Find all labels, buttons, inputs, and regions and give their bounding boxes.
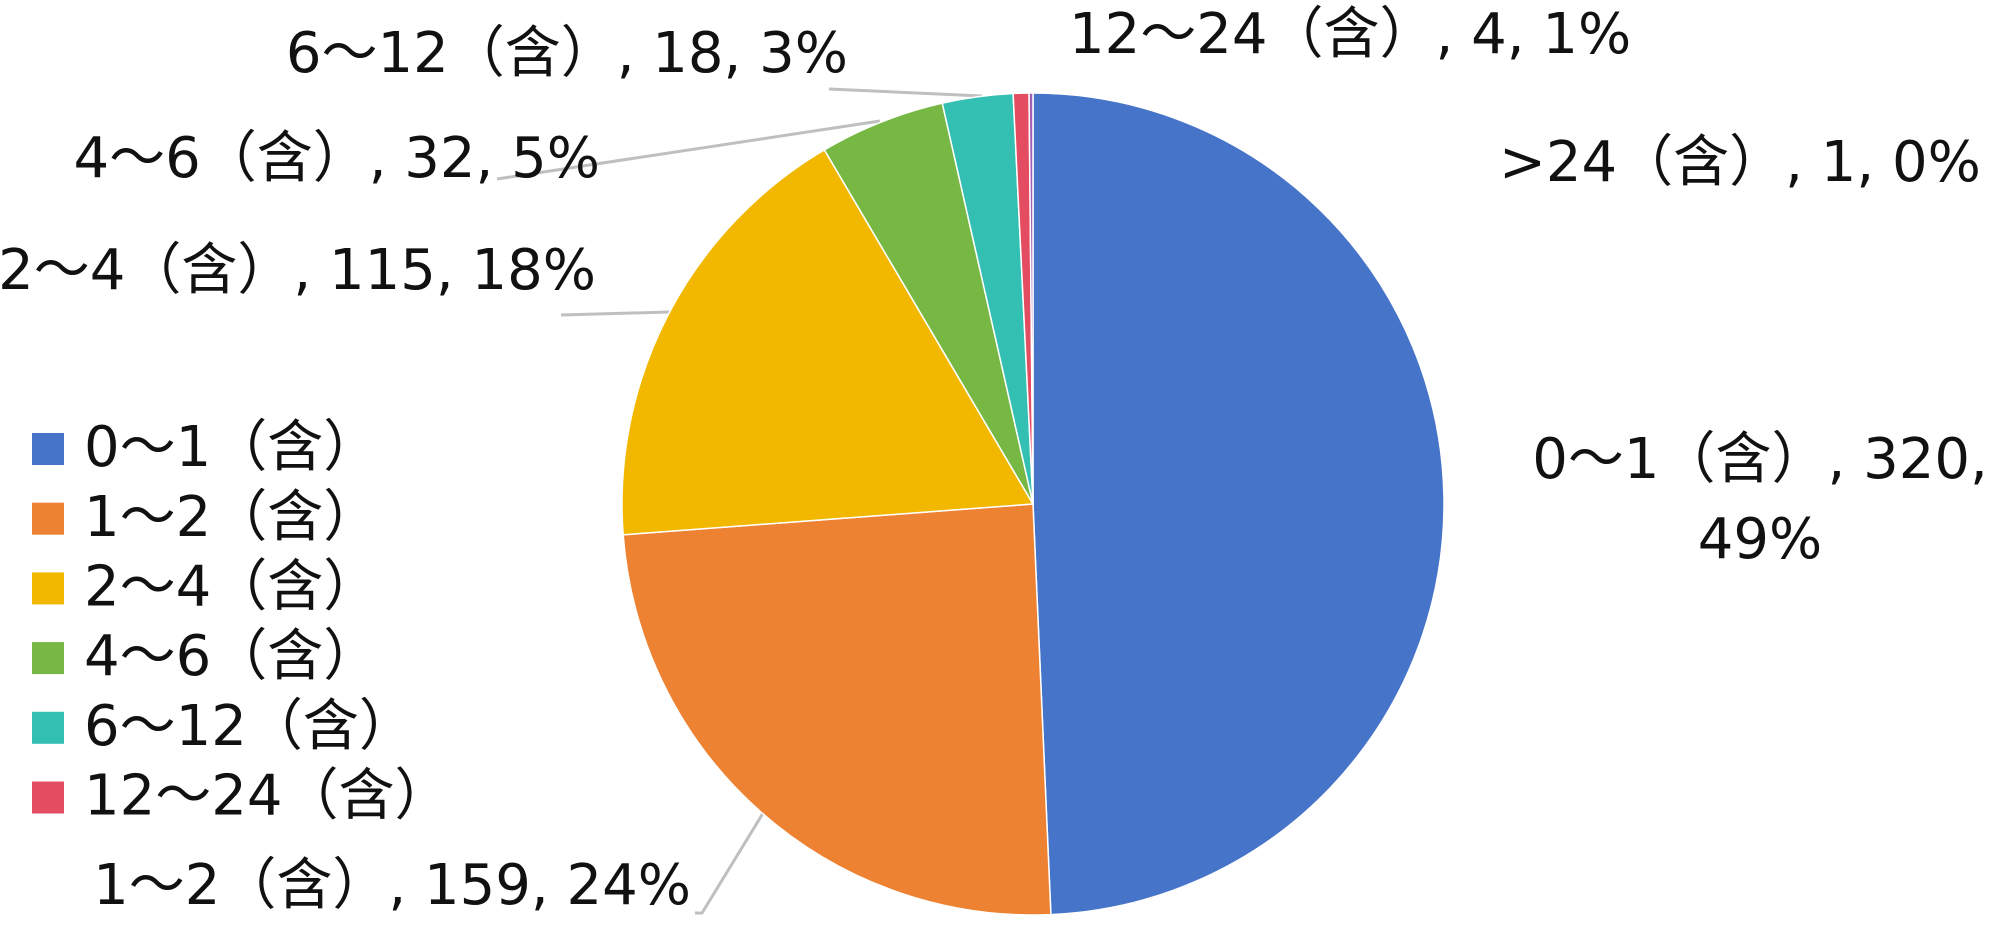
legend-swatch (32, 642, 64, 675)
pie-slice (1032, 92, 1445, 916)
data-label: 6～12（含）, 18, 3% (286, 21, 848, 86)
legend-label: 0～1（含） (84, 415, 379, 480)
legend-label: 6～12（含） (84, 694, 415, 759)
data-label: 2～4（含）, 115, 18% (0, 238, 596, 303)
legend-label: 12～24（含） (84, 764, 451, 829)
leader-line (828, 87, 983, 98)
legend-swatch (32, 711, 64, 744)
pie-slice (1028, 92, 1034, 505)
legend-swatch (32, 502, 64, 535)
data-label: 0～1（含）, 320, 49% (1532, 427, 1988, 572)
legend-swatch (32, 572, 64, 605)
pie-slice (621, 148, 1035, 536)
leader-line (496, 119, 881, 181)
legend-label: 4～6（含） (84, 624, 379, 689)
leader-line (695, 809, 767, 915)
data-label: 12～24（含）, 4, 1% (1069, 2, 1631, 67)
legend-label: 2～4（含） (84, 555, 379, 620)
pie-slice (622, 503, 1052, 916)
legend-label: 1～2（含） (84, 485, 379, 550)
legend-swatch (32, 781, 64, 814)
data-label: >24（含）, 1, 0% (1499, 130, 1981, 195)
data-label: 4～6（含）, 32, 5% (73, 126, 600, 191)
leader-line (560, 310, 671, 317)
legend-swatch (32, 433, 64, 465)
data-label: 1～2（含）, 159, 24% (93, 853, 691, 918)
